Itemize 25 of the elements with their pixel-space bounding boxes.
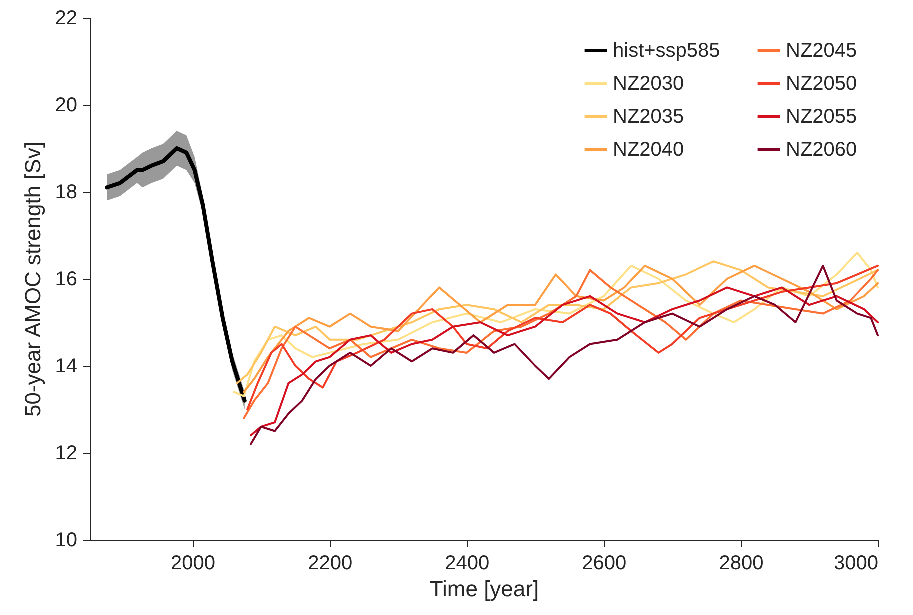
legend-label: NZ2045 [786,40,858,62]
y-tick-label: 20 [55,94,78,116]
legend-label: NZ2035 [613,106,684,128]
line-series [250,264,879,446]
y-tick-label: 12 [55,442,78,464]
x-tick-label: 2200 [308,552,353,574]
y-tick-label: 14 [55,356,78,378]
y-tick-label: 16 [55,268,78,290]
y-tick-label: 18 [55,182,78,204]
legend-label: NZ2040 [613,139,684,161]
x-tick-label: 2000 [171,552,216,574]
x-tick-label: 3000 [834,552,878,574]
legend-label: NZ2050 [786,73,858,95]
y-tick-label: 10 [55,530,78,552]
legend-label: NZ2030 [613,73,684,95]
line-series [250,286,879,437]
x-tick-label: 2400 [445,552,490,574]
x-tick-label: 2800 [719,552,764,574]
y-axis-title: 50-year AMOC strength [Sv] [20,142,46,418]
legend-label: NZ2060 [786,139,858,161]
x-tick-label: 2600 [582,552,627,574]
legend-label: hist+ssp585 [613,40,720,62]
y-tick-label: 22 [55,8,78,30]
x-axis-title: Time [year] [430,576,540,602]
legend-label: NZ2055 [786,106,858,128]
